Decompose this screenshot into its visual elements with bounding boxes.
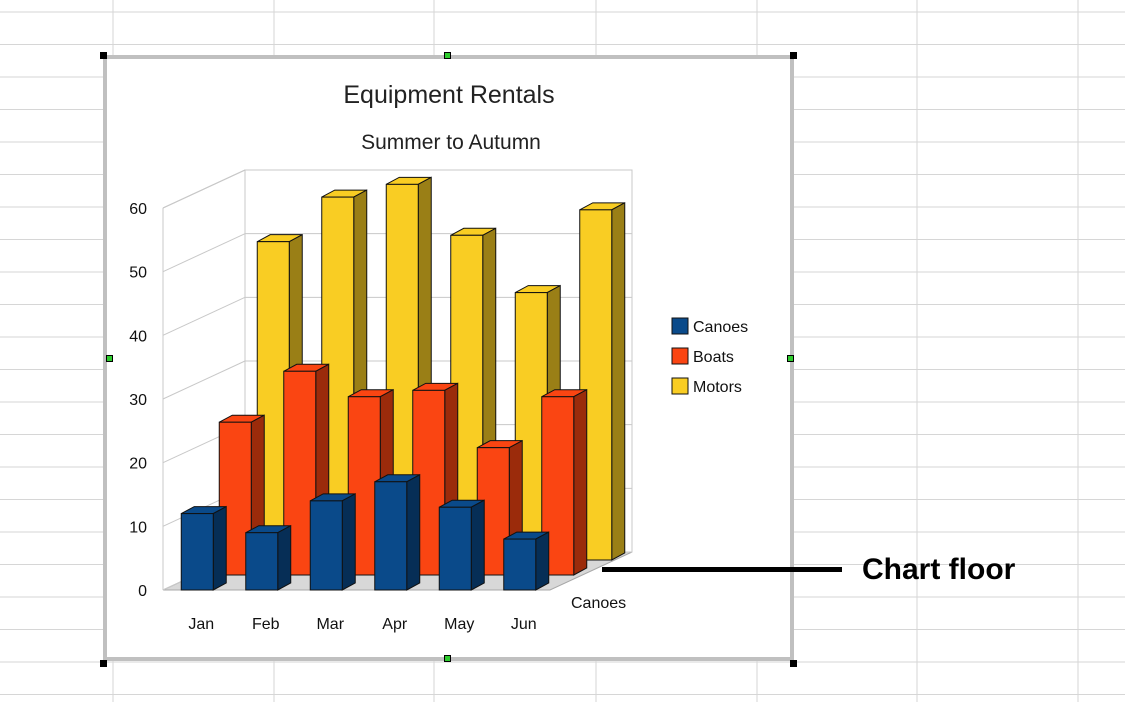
resize-handle-top[interactable] <box>444 52 451 59</box>
chart-subtitle: Summer to Autumn <box>361 131 541 154</box>
x-tick-label: Jun <box>511 616 537 633</box>
legend-label-boats: Boats <box>693 349 734 366</box>
chart-labels: 0 10 20 30 40 50 60 Jan Feb Mar Apr May Jun Canoes <box>129 201 626 633</box>
y-tick-label: 20 <box>129 456 147 473</box>
chart-title: Equipment Rentals <box>343 81 554 109</box>
resize-handle-bottom-left[interactable] <box>100 660 107 667</box>
y-tick-label: 40 <box>129 328 147 345</box>
legend-swatch-motors <box>671 377 689 395</box>
depth-axis-label: Canoes <box>571 595 626 612</box>
gridline <box>162 233 246 273</box>
legend-swatch-boats <box>671 347 689 365</box>
callout-chart-floor-label: Chart floor <box>862 553 1016 586</box>
y-tick-label: 50 <box>129 265 147 282</box>
gridline <box>162 296 246 336</box>
y-tick-label: 0 <box>138 583 147 600</box>
legend-label-motors: Motors <box>693 379 742 396</box>
x-tick-label: Feb <box>252 616 280 633</box>
callout-pointer-line <box>602 567 842 572</box>
x-tick-label: Apr <box>382 616 408 633</box>
bar-canoes <box>438 499 485 591</box>
resize-handle-right[interactable] <box>787 355 794 362</box>
bar-canoes <box>309 493 356 591</box>
bar-canoes <box>180 505 227 591</box>
bar-canoes <box>374 473 421 591</box>
legend-swatch-canoes <box>671 317 689 335</box>
x-tick-label: Jan <box>188 616 214 633</box>
resize-handle-left[interactable] <box>106 355 113 362</box>
chart-legend: Canoes Boats Motors <box>671 317 748 396</box>
bar-canoes <box>503 531 550 591</box>
gridline <box>162 360 246 400</box>
gridline <box>162 169 246 209</box>
resize-handle-top-right[interactable] <box>790 52 797 59</box>
x-tick-label: May <box>444 616 474 633</box>
y-tick-label: 60 <box>129 201 147 218</box>
resize-handle-bottom[interactable] <box>444 655 451 662</box>
y-tick-label: 10 <box>129 519 147 536</box>
resize-handle-top-left[interactable] <box>100 52 107 59</box>
chart-bars <box>180 176 626 591</box>
y-tick-label: 30 <box>129 392 147 409</box>
x-tick-label: Mar <box>316 616 344 633</box>
legend-label-canoes: Canoes <box>693 319 748 336</box>
bar-canoes <box>245 524 292 591</box>
resize-handle-bottom-right[interactable] <box>790 660 797 667</box>
